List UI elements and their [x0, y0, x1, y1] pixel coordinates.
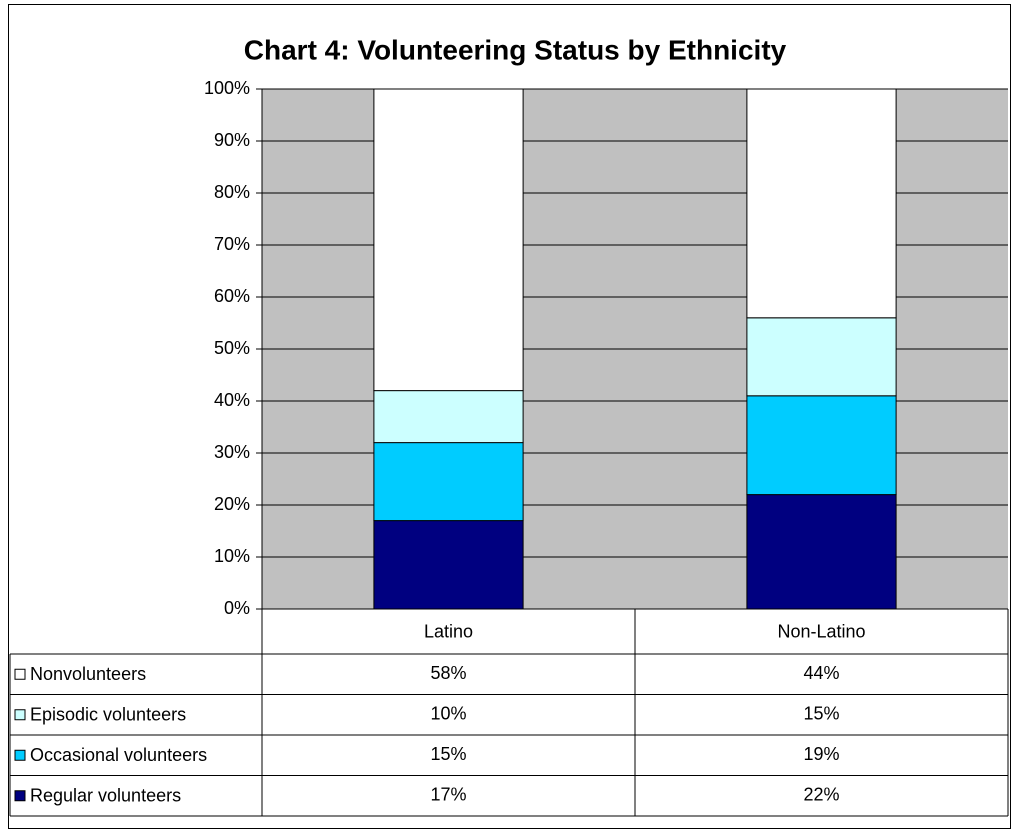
y-tick-label: 10% — [214, 546, 250, 566]
data-table-value: 10% — [430, 704, 466, 724]
bar-segment — [373, 442, 524, 522]
y-tick-label: 20% — [214, 494, 250, 514]
y-tick-label: 60% — [214, 286, 250, 306]
bar-segment — [373, 390, 524, 444]
y-tick-label: 80% — [214, 182, 250, 202]
legend-key — [14, 790, 26, 802]
data-table-value: 22% — [803, 785, 839, 805]
y-tick-label: 100% — [204, 78, 250, 98]
data-table-value: 44% — [803, 663, 839, 683]
y-tick-label: 90% — [214, 130, 250, 150]
data-table-value: 15% — [430, 744, 466, 764]
data-table-value: 15% — [803, 704, 839, 724]
legend-label: Occasional volunteers — [30, 745, 207, 765]
legend-label: Episodic volunteers — [30, 705, 186, 725]
legend-label: Regular volunteers — [30, 786, 181, 806]
y-tick-label: 50% — [214, 338, 250, 358]
y-tick-label: 0% — [224, 598, 250, 618]
bar-segment — [746, 88, 897, 319]
y-tick-label: 40% — [214, 390, 250, 410]
legend-label: Nonvolunteers — [30, 664, 146, 684]
legend-key — [14, 709, 26, 721]
bar-segment — [746, 494, 897, 610]
y-tick-label: 30% — [214, 442, 250, 462]
y-tick-label: 70% — [214, 234, 250, 254]
bar-segment — [373, 520, 524, 610]
data-table-value: 58% — [430, 663, 466, 683]
legend-key — [14, 668, 26, 680]
bar-segment — [746, 395, 897, 496]
data-table-value: 19% — [803, 744, 839, 764]
legend-key — [14, 749, 26, 761]
bar-segment — [746, 317, 897, 397]
data-table-value: 17% — [430, 785, 466, 805]
x-tick-label: Non-Latino — [777, 621, 865, 641]
chart-title: Chart 4: Volunteering Status by Ethnicit… — [244, 34, 787, 65]
x-tick-label: Latino — [424, 621, 473, 641]
bar-segment — [373, 88, 524, 392]
